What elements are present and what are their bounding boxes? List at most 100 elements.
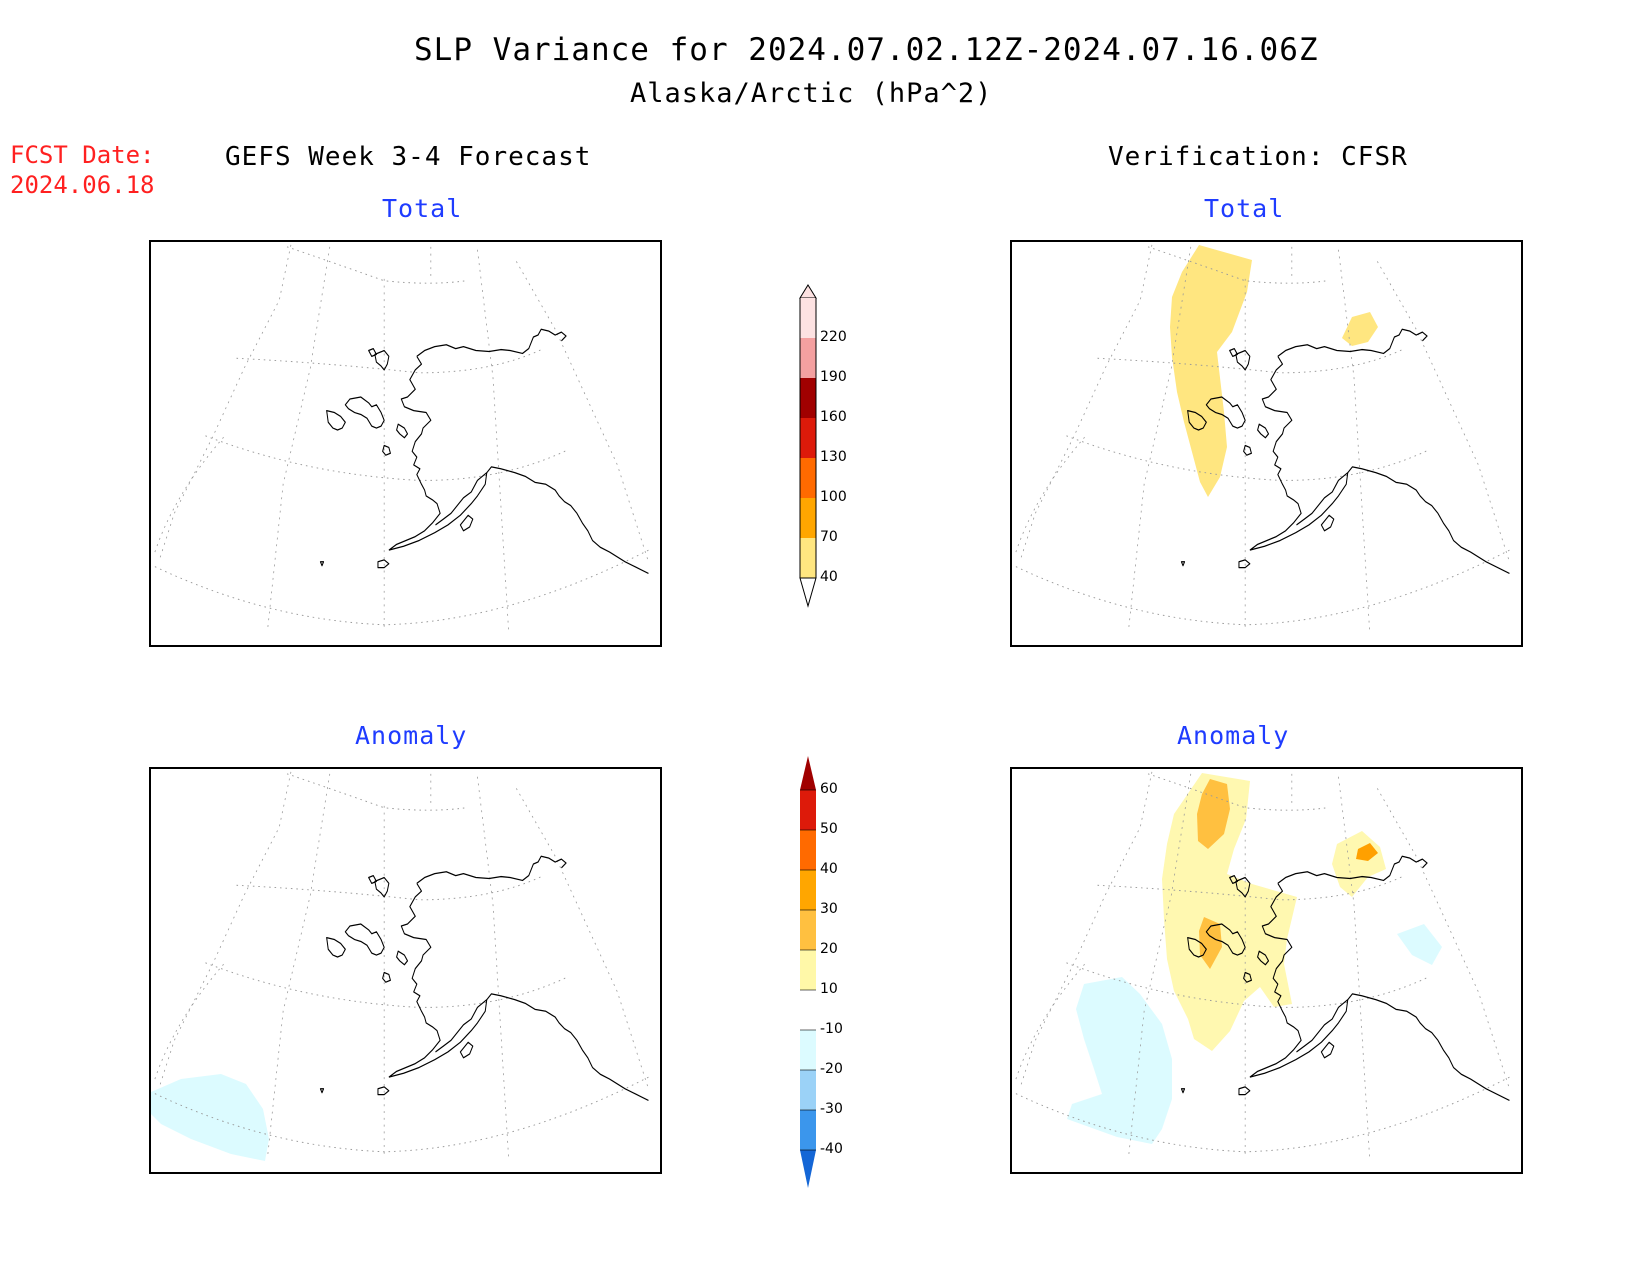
- colorbar-anomaly-top-arrow: [800, 756, 816, 790]
- shade-anomaly-30-40-ne: [1356, 843, 1378, 861]
- graticule-line: [1338, 249, 1370, 630]
- colorbar-total-segment: [800, 298, 816, 338]
- shade-anomaly-neg10-neg20-west: [1067, 977, 1172, 1144]
- graticule-line: [1015, 549, 1510, 626]
- graticule-line: [1377, 788, 1510, 1089]
- graticule-line: [1015, 962, 1087, 1080]
- graticule-line: [154, 549, 649, 626]
- colorbar-anomaly-segment: [800, 870, 816, 910]
- map-panel-verification-total: [1010, 240, 1523, 647]
- graticule-line: [516, 788, 649, 1089]
- colorbar-anomaly-tick-label: -30: [820, 1101, 843, 1117]
- graticule-line: [158, 244, 292, 562]
- colorbar-total-segment: [800, 498, 816, 538]
- graticule-line: [1147, 773, 1327, 811]
- graticule-line: [1128, 246, 1192, 630]
- graticule-line: [1377, 261, 1510, 562]
- coastline: [319, 855, 649, 1101]
- colorbar-anomaly-tick-label: 10: [820, 981, 838, 997]
- shade-anomaly-20-30-north: [1197, 779, 1230, 849]
- colorbar-total-tick-label: 220: [820, 329, 847, 345]
- colorbar-anomaly-segment: [800, 790, 816, 830]
- graticule-line: [1019, 244, 1153, 562]
- graticule-line: [1015, 1076, 1510, 1153]
- graticule-line: [1066, 435, 1428, 481]
- map-verification-total: [1015, 244, 1510, 630]
- colorbar-anomaly-segment: [800, 950, 816, 990]
- fcst-date-value: 2024.06.18: [10, 171, 155, 199]
- shade-total-40-70-west: [1170, 245, 1252, 497]
- graticule-line: [1128, 773, 1192, 1157]
- colorbar-anomaly-tick-label: -20: [820, 1061, 843, 1077]
- colorbar-total-segment: [800, 538, 816, 578]
- page-subtitle: Alaska/Arctic (hPa^2): [630, 78, 993, 109]
- map-panel-forecast-anomaly: [149, 767, 662, 1174]
- shade-anomaly-10-20-ne: [1332, 831, 1386, 897]
- colorbar-total-tick-label: 100: [820, 489, 847, 505]
- colorbar-anomaly-tick-label: 50: [820, 821, 838, 837]
- colorbar-anomaly-tick-label: 20: [820, 941, 838, 957]
- colorbar-anomaly-tick-label: -40: [820, 1141, 843, 1157]
- graticule-line: [1338, 776, 1370, 1157]
- colorbar-total-segment: [800, 458, 816, 498]
- map-panel-verification-anomaly: [1010, 767, 1523, 1174]
- colorbar-anomaly-segment: [800, 1110, 816, 1150]
- colorbar-total-tick-label: 40: [820, 569, 838, 585]
- colorbar-total-segment: [800, 338, 816, 378]
- colorbar-total-segment: [800, 418, 816, 458]
- graticule-line: [1147, 246, 1327, 284]
- graticule-line: [286, 246, 466, 284]
- colorbar-anomaly-tick-label: -10: [820, 1021, 843, 1037]
- shade-anomaly-20-30-mid: [1199, 917, 1222, 969]
- colorbar-total-top-arrow: [799, 284, 817, 299]
- colorbar-total-tick-label: 130: [820, 449, 847, 465]
- graticule-line: [154, 962, 226, 1080]
- graticule-line: [205, 435, 567, 481]
- left-column-title: GEFS Week 3-4 Forecast: [225, 142, 592, 172]
- coastline: [1180, 855, 1510, 1101]
- panel-title-top-right: Total: [1204, 194, 1285, 223]
- graticule-line: [205, 962, 567, 1008]
- page-title: SLP Variance for 2024.07.02.12Z-2024.07.…: [414, 32, 1319, 68]
- colorbar-anomaly-tick-label: 30: [820, 901, 838, 917]
- colorbar-anomaly-tick-label: 40: [820, 861, 838, 877]
- graticule-line: [236, 875, 544, 901]
- graticule-line: [1019, 771, 1153, 1089]
- panel-title-bottom-right: Anomaly: [1177, 721, 1290, 750]
- coastline: [1180, 328, 1510, 574]
- colorbar-anomaly-segment: [800, 990, 816, 1030]
- shade-anomaly-10-20-verification: [1162, 773, 1297, 1051]
- graticule-line: [158, 771, 292, 1089]
- panel-title-top-left: Total: [382, 194, 463, 223]
- map-forecast-anomaly: [151, 771, 649, 1161]
- colorbar-anomaly: [800, 756, 816, 1188]
- colorbar-anomaly-segment: [800, 910, 816, 950]
- colorbar-total-tick-label: 70: [820, 529, 838, 545]
- colorbar-anomaly-segment: [800, 1030, 816, 1070]
- panel-title-bottom-left: Anomaly: [355, 721, 468, 750]
- shade-anomaly-neg10-neg20-forecast: [151, 1074, 269, 1161]
- shade-anomaly-neg10-neg20-east: [1397, 924, 1442, 965]
- colorbar-anomaly-segment: [800, 830, 816, 870]
- shade-total-40-70-east: [1342, 312, 1378, 346]
- graticule-line: [154, 435, 226, 553]
- colorbar-total-tick-label: 160: [820, 409, 847, 425]
- graticule-line: [267, 246, 331, 630]
- graticule-line: [477, 776, 509, 1157]
- right-column-title: Verification: CFSR: [1108, 142, 1408, 172]
- graticule-line: [1097, 348, 1405, 374]
- graticule-line: [477, 249, 509, 630]
- graticule-line: [236, 348, 544, 374]
- fcst-date-label: FCST Date:: [10, 141, 155, 169]
- colorbar-total-tick-label: 190: [820, 369, 847, 385]
- coastline: [319, 328, 649, 574]
- colorbar-total: [799, 284, 817, 608]
- colorbar-anomaly-tick-label: 60: [820, 781, 838, 797]
- map-forecast-total: [154, 244, 649, 630]
- graticule-line: [267, 773, 331, 1157]
- graticule-line: [154, 1076, 649, 1153]
- colorbar-anomaly-bottom-arrow: [800, 1150, 816, 1188]
- map-panel-forecast-total: [149, 240, 662, 647]
- colorbar-total-bottom-arrow: [799, 577, 817, 608]
- colorbar-total-segment: [800, 378, 816, 418]
